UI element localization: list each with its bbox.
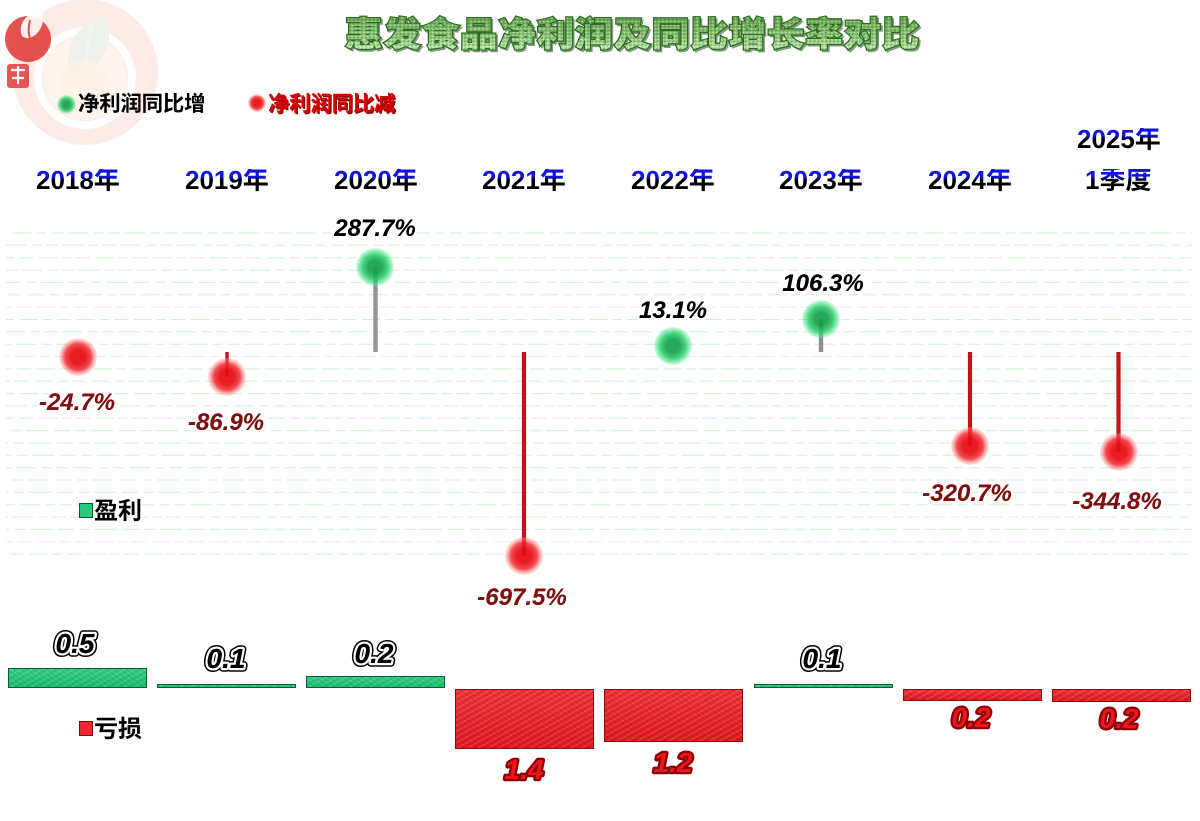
svg-text:0.2: 0.2 (1100, 704, 1139, 734)
svg-text:1.2: 1.2 (654, 748, 693, 778)
svg-text:0.1: 0.1 (803, 644, 842, 674)
svg-text:2022: 2022 (631, 169, 689, 195)
svg-text:0.2: 0.2 (1100, 704, 1139, 734)
svg-text:-320.7%: -320.7% (922, 480, 1011, 507)
svg-text:0.2: 0.2 (355, 639, 394, 669)
svg-text:1.4: 1.4 (505, 755, 544, 785)
svg-text:0.1: 0.1 (803, 644, 842, 674)
svg-text:0.1: 0.1 (207, 644, 246, 674)
svg-text:-24.7%: -24.7% (39, 389, 115, 416)
svg-text:-697.5%: -697.5% (477, 584, 566, 611)
svg-text:-86.9%: -86.9% (188, 409, 264, 436)
svg-text:2020: 2020 (334, 169, 392, 195)
svg-text:0.5: 0.5 (56, 629, 95, 659)
svg-text:1.4: 1.4 (505, 755, 544, 785)
svg-text:-86.9%: -86.9% (188, 409, 264, 436)
svg-text:106.3%: 106.3% (782, 270, 863, 297)
svg-text:0.5: 0.5 (56, 629, 95, 659)
svg-text:0.1: 0.1 (803, 644, 842, 674)
svg-text:1: 1 (1085, 169, 1099, 195)
svg-text:-697.5%: -697.5% (477, 584, 566, 611)
svg-text:2024: 2024 (928, 169, 986, 195)
svg-text:0.2: 0.2 (952, 703, 991, 733)
svg-text:2018: 2018 (36, 169, 94, 195)
svg-text:0.1: 0.1 (207, 644, 246, 674)
svg-text:287.7%: 287.7% (333, 215, 415, 242)
svg-text:1.4: 1.4 (505, 755, 544, 785)
svg-text:2023: 2023 (779, 169, 837, 195)
svg-text:-24.7%: -24.7% (39, 389, 115, 416)
svg-text:0.2: 0.2 (952, 703, 991, 733)
svg-text:2021: 2021 (482, 169, 540, 195)
svg-text:1.2: 1.2 (654, 748, 693, 778)
svg-text:2019: 2019 (185, 169, 243, 195)
svg-text:-320.7%: -320.7% (922, 480, 1011, 507)
svg-text:13.1%: 13.1% (639, 297, 707, 324)
svg-text:1.2: 1.2 (654, 748, 693, 778)
svg-text:0.1: 0.1 (207, 644, 246, 674)
svg-text:2025: 2025 (1077, 128, 1135, 154)
svg-text:0.2: 0.2 (952, 703, 991, 733)
svg-text:-344.8%: -344.8% (1072, 488, 1161, 515)
svg-text:0.2: 0.2 (1100, 704, 1139, 734)
svg-text:287.7%: 287.7% (333, 215, 415, 242)
svg-text:106.3%: 106.3% (782, 270, 863, 297)
svg-text:0.2: 0.2 (355, 639, 394, 669)
svg-text:13.1%: 13.1% (639, 297, 707, 324)
svg-text:0.5: 0.5 (56, 629, 95, 659)
svg-text:-344.8%: -344.8% (1072, 488, 1161, 515)
svg-text:0.2: 0.2 (355, 639, 394, 669)
